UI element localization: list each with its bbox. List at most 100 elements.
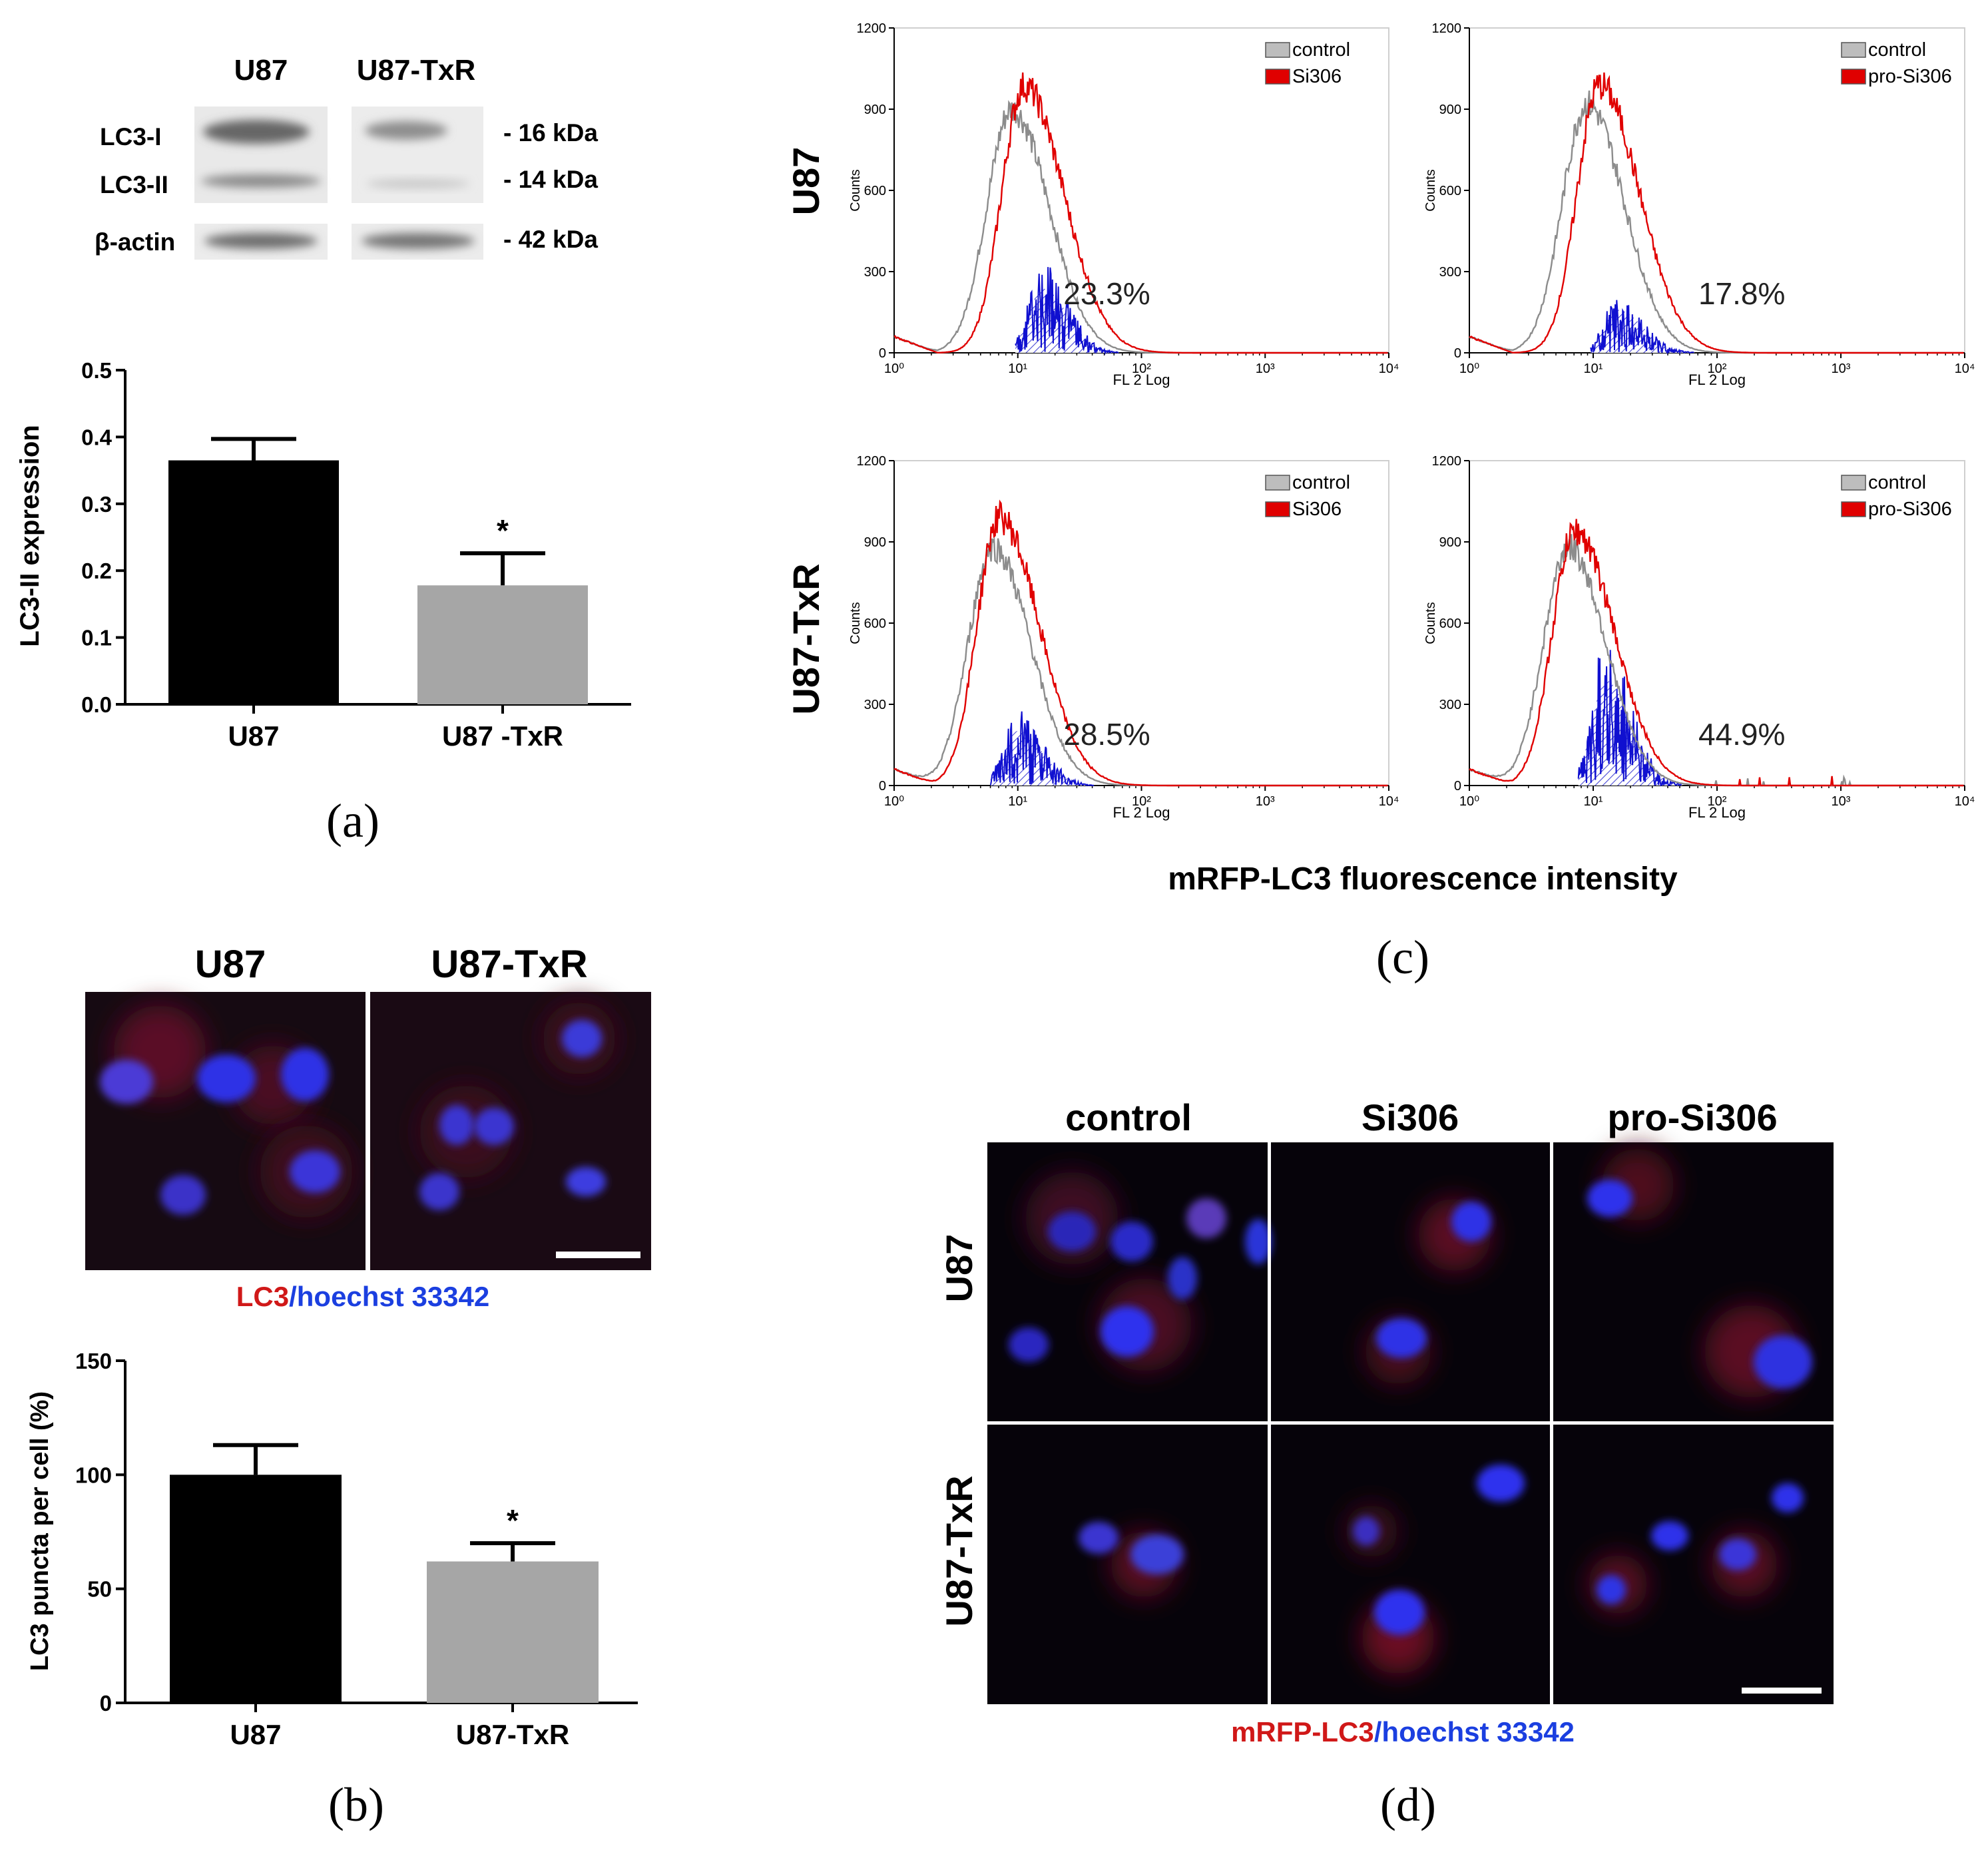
x-tick-label: 10³ [1256,361,1275,376]
y-tick-label: 300 [1439,265,1461,280]
y-tick-label: 1200 [857,21,887,36]
stain-b-red: LC3 [236,1281,289,1312]
histogram-1: 0 300 600 900 1200 10⁰ 10¹ 10² 10³ 10⁴ Counts FL 2 … [848,21,1399,388]
x-tick-label: U87 -TxR [442,720,563,752]
histogram-legend: control pro-Si306 [1841,39,1952,87]
legend-label-control: control [1292,39,1350,61]
y-tick-label: 600 [1439,616,1461,631]
x-tick-label: 10³ [1256,794,1275,809]
treated-histogram [893,499,1388,787]
flow-row-label-u87-txr: U87-TxR [785,563,827,714]
x-tick-label: 10⁰ [1459,361,1479,376]
x-tick-label: U87 [230,1719,281,1750]
y-tick-label: 1200 [1432,454,1462,469]
y-tick-label: 900 [1439,103,1461,117]
y-axis-label: Counts [1423,169,1438,211]
y-tick-label: 100 [75,1463,112,1487]
bar [427,1561,599,1703]
y-tick-label: 150 [75,1349,112,1373]
y-tick-label: 300 [1439,698,1461,712]
histogram-4: 0 300 600 900 1200 10⁰ 10¹ 10² 10³ 10⁴ Counts FL 2 … [1423,454,1975,821]
micrograph-d-u87-pro-si306 [1587,1148,1812,1398]
x-tick-label: 10¹ [1008,794,1027,809]
blot-kda-16: - 16 kDa [503,119,598,146]
control-histogram [1469,91,1964,354]
y-tick-label: 0 [100,1691,112,1716]
panel-d: control Si306 pro-Si306 U87 U87-TxR [938,1096,1834,1831]
blot-band-lc3-ii-txr [366,179,470,188]
blot-lane-label-u87-txr: U87-TxR [357,54,476,87]
micrograph-d-row-u87-txr: U87-TxR [938,1475,980,1626]
x-tick-label: 10³ [1832,361,1851,376]
micrograph-b [85,992,651,1270]
micrograph-d-u87-txr-pro-si306 [1588,1483,1804,1614]
treated-histogram [1469,519,1964,787]
chart-b-ylabel: LC3 puncta per cell (%) [26,1391,54,1671]
overlap-percent: 28.5% [1063,717,1150,752]
blot-band-lc3-i-u87 [203,120,310,144]
overlap-percent: 17.8% [1698,276,1785,311]
bar [417,585,588,704]
lc3-ii-expression-chart: LC3-II expression 0.0 0.1 0.2 0.3 0.4 0.5 U87 U… [15,358,631,752]
micrograph-b-divider [366,992,370,1270]
overlap-percent: 23.3% [1063,276,1150,311]
micrograph-d-row-u87: U87 [938,1234,980,1303]
y-tick-label: 0 [879,346,886,361]
legend-label-control: control [1868,39,1926,61]
micrograph-d-col-si306: Si306 [1362,1096,1459,1138]
y-tick-label: 900 [1439,535,1461,550]
bar [170,1475,342,1703]
y-tick-label: 1200 [1432,21,1462,36]
x-axis-label: FL 2 Log [1113,371,1170,388]
x-tick-label: 10² [1132,794,1151,809]
bar [168,460,339,704]
overlap-line [1577,650,1682,787]
y-tick-label: 600 [864,616,886,631]
panel-label-d: (d) [1380,1778,1436,1831]
micrograph-d-hline [987,1421,1834,1425]
micrograph-b-cells-u87-txr [419,1002,616,1210]
panel-c: U87 U87-TxR 0 300 600 900 1200 10⁰ 10¹ 10² 10³ 10… [785,21,1975,984]
y-tick-label: 0 [879,779,886,794]
blot-band-lc3-ii-u87 [201,174,321,188]
histogram-2: 0 300 600 900 1200 10⁰ 10¹ 10² 10³ 10⁴ Counts FL 2 … [1423,21,1975,388]
y-tick-label: 0.3 [81,492,112,517]
legend-label-treated: Si306 [1292,499,1342,520]
x-axis-label: FL 2 Log [1688,804,1746,821]
x-tick-label: 10¹ [1584,361,1603,376]
stain-d-blue: hoechst 33342 [1381,1716,1575,1747]
legend-label-control: control [1868,472,1926,493]
control-histogram [893,100,1388,354]
micrograph-d-u87-txr-si306 [1345,1465,1525,1674]
y-tick-label: 0.0 [81,692,112,717]
y-tick-label: 0.1 [81,626,112,650]
y-tick-label: 0 [1454,779,1461,794]
stain-d-red: mRFP-LC3 [1231,1716,1374,1747]
overlap-line [1015,267,1119,355]
x-axis-label: FL 2 Log [1113,804,1170,821]
blot-lane-label-u87: U87 [234,54,288,87]
micrograph-d-col-control: control [1065,1096,1192,1138]
y-tick-label: 900 [864,103,886,117]
micrograph-b-label-u87: U87 [195,943,266,986]
x-tick-label: U87-TxR [456,1719,569,1750]
legend-swatch-treated [1265,69,1290,85]
micrograph-b-stain-legend: LC3/hoechst 33342 [236,1281,490,1312]
treated-histogram [893,72,1388,354]
micrograph-d-u87-si306 [1365,1198,1491,1385]
y-tick-label: 300 [864,265,886,280]
treated-histogram [1469,72,1964,354]
x-tick-label: 10⁴ [1955,361,1975,376]
histogram-legend: control Si306 [1265,39,1350,87]
micrograph-d-u87-txr-control [1079,1522,1184,1598]
y-tick-label: 1200 [857,454,887,469]
y-tick-label: 300 [864,698,886,712]
x-tick-label: 10² [1708,361,1727,376]
flow-histograms: 0 300 600 900 1200 10⁰ 10¹ 10² 10³ 10⁴ Counts FL 2 … [848,21,1975,821]
x-tick-label: 10³ [1832,794,1851,809]
micrograph-b-scale-bar [556,1252,640,1258]
panel-a: U87 U87-TxR LC3-I LC3-II β-actin - 16 kD… [15,54,631,847]
x-tick-label: 10² [1132,361,1151,376]
x-tick-label: 10⁴ [1955,794,1975,809]
overlap-line [989,711,1095,787]
